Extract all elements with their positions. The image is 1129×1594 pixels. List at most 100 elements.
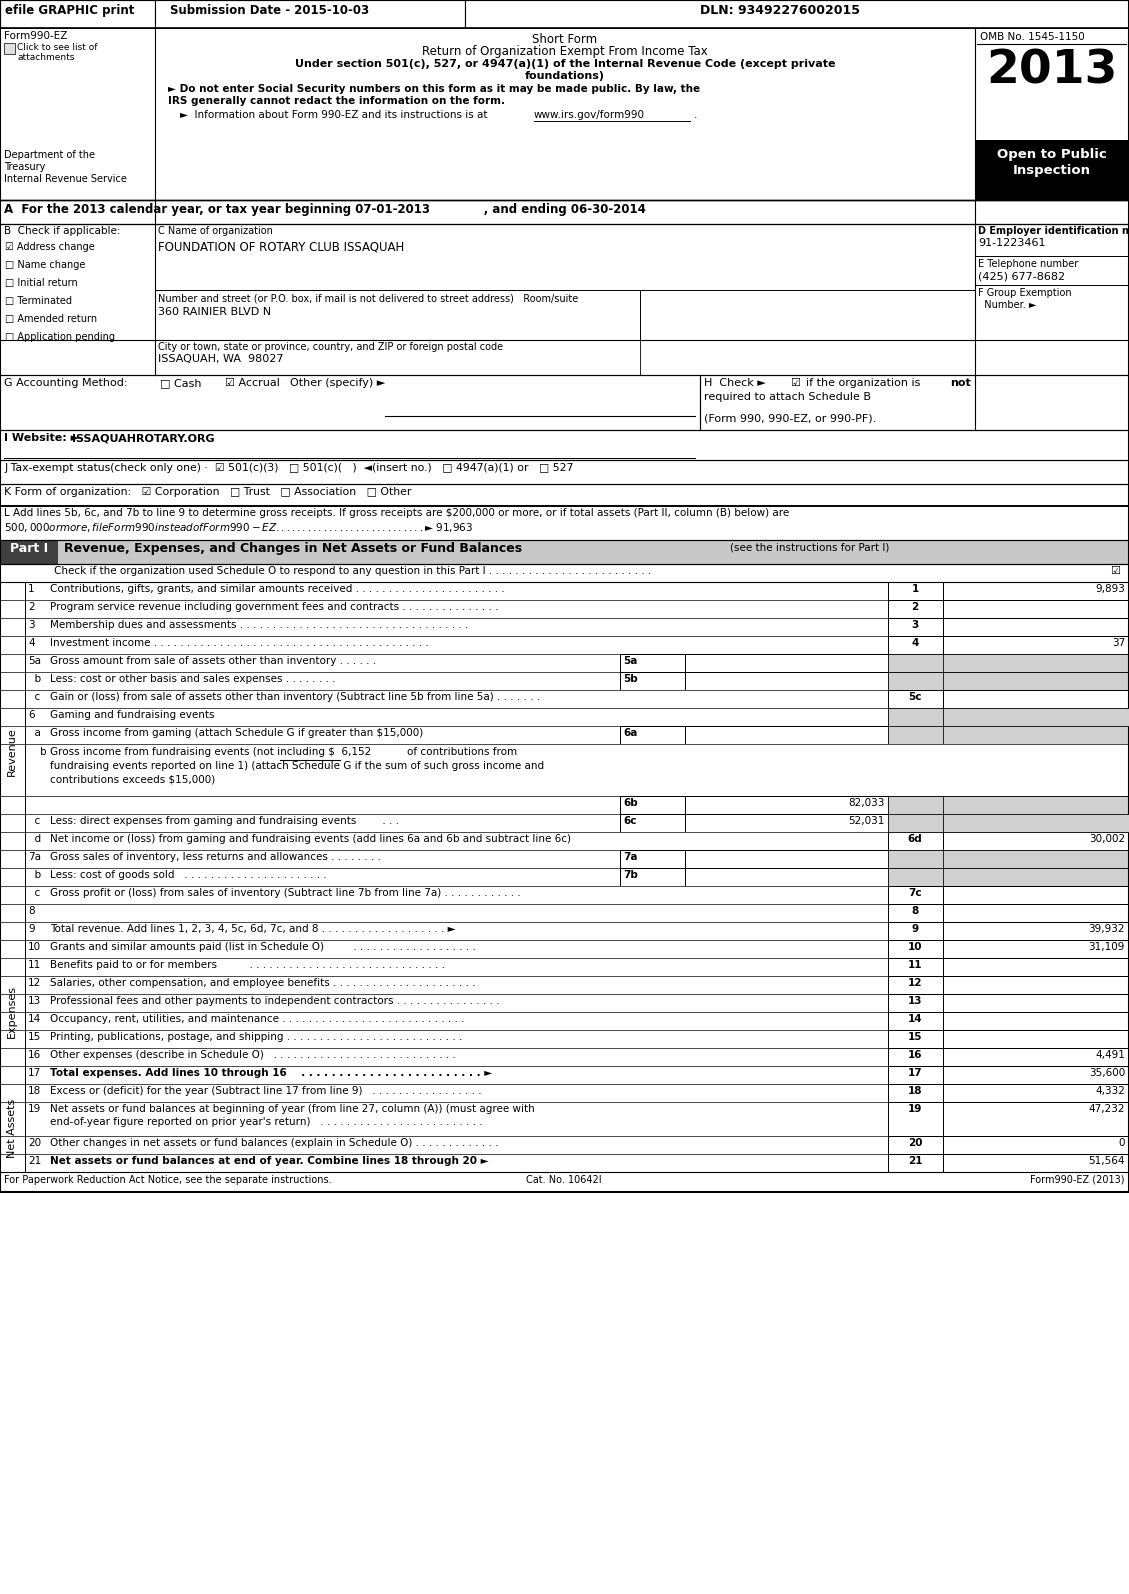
Bar: [620, 850, 685, 869]
Text: contributions exceeds $15,000): contributions exceeds $15,000): [50, 775, 216, 784]
Text: 12: 12: [28, 979, 42, 988]
Bar: [889, 599, 943, 618]
Text: Short Form: Short Form: [533, 33, 597, 46]
Text: Gross sales of inventory, less returns and allowances . . . . . . . .: Gross sales of inventory, less returns a…: [50, 853, 380, 862]
Bar: [889, 673, 943, 690]
Bar: [620, 869, 685, 886]
Text: Net assets or fund balances at beginning of year (from line 27, column (A)) (mus: Net assets or fund balances at beginning…: [50, 1105, 535, 1114]
Text: 20: 20: [908, 1138, 922, 1148]
Bar: [975, 29, 1129, 199]
Bar: [700, 375, 1129, 430]
Text: OMB No. 1545-1150: OMB No. 1545-1150: [980, 32, 1085, 41]
Text: Less: cost of goods sold   . . . . . . . . . . . . . . . . . . . . . .: Less: cost of goods sold . . . . . . . .…: [50, 870, 326, 880]
Bar: [889, 1012, 943, 1030]
Bar: [943, 958, 1129, 976]
Bar: [0, 340, 975, 375]
Text: 17: 17: [908, 1068, 922, 1078]
Text: J Tax-exempt status​(check only one) ·  ☑ 501(c)(3)   □ 501(c)(   )  ◄(insert no: J Tax-exempt status​(check only one) · ☑…: [5, 462, 574, 473]
Text: a: a: [28, 728, 41, 738]
Text: www.irs.gov/form990: www.irs.gov/form990: [534, 110, 645, 120]
Bar: [943, 795, 1129, 815]
Bar: [975, 225, 1129, 340]
Bar: [0, 815, 1129, 832]
Text: Benefits paid to or for members          . . . . . . . . . . . . . . . . . . . .: Benefits paid to or for members . . . . …: [50, 960, 445, 971]
Text: Gaming and fundraising events: Gaming and fundraising events: [50, 709, 215, 720]
Bar: [943, 1012, 1129, 1030]
Bar: [889, 995, 943, 1012]
Text: Gross income from fundraising events (not including $  6,152           of contri: Gross income from fundraising events (no…: [50, 748, 517, 757]
Bar: [889, 815, 943, 832]
Text: 6: 6: [28, 709, 35, 720]
Text: Occupancy, rent, utilities, and maintenance . . . . . . . . . . . . . . . . . . : Occupancy, rent, utilities, and maintena…: [50, 1014, 464, 1023]
Bar: [0, 708, 1129, 725]
Text: c: c: [28, 888, 41, 897]
Bar: [0, 1066, 1129, 1084]
Bar: [0, 199, 1129, 225]
Text: IRS generally cannot redact the information on the form.: IRS generally cannot redact the informat…: [168, 96, 505, 105]
Bar: [943, 1030, 1129, 1047]
Text: Investment income . . . . . . . . . . . . . . . . . . . . . . . . . . . . . . . : Investment income . . . . . . . . . . . …: [50, 638, 429, 649]
Text: □ Amended return: □ Amended return: [5, 314, 97, 324]
Bar: [889, 1066, 943, 1084]
Bar: [943, 1137, 1129, 1154]
Bar: [943, 995, 1129, 1012]
Text: 19: 19: [908, 1105, 922, 1114]
Text: b: b: [40, 748, 46, 757]
Text: 31,109: 31,109: [1088, 942, 1124, 952]
Text: efile GRAPHIC print: efile GRAPHIC print: [5, 5, 134, 18]
Text: Internal Revenue Service: Internal Revenue Service: [5, 174, 126, 183]
Bar: [889, 654, 943, 673]
Bar: [943, 1101, 1129, 1137]
Text: 16: 16: [908, 1050, 922, 1060]
Text: b: b: [28, 674, 41, 684]
Text: 6a: 6a: [623, 728, 638, 738]
Text: Other expenses (describe in Schedule O)   . . . . . . . . . . . . . . . . . . . : Other expenses (describe in Schedule O) …: [50, 1050, 456, 1060]
Text: required to attach Schedule B: required to attach Schedule B: [704, 392, 870, 402]
Text: 39,932: 39,932: [1088, 925, 1124, 934]
Text: if the organization is: if the organization is: [806, 378, 920, 387]
Text: Open to Public: Open to Public: [997, 148, 1106, 161]
Text: □ Cash: □ Cash: [160, 378, 201, 387]
Text: Grants and similar amounts paid (list in Schedule O)         . . . . . . . . . .: Grants and similar amounts paid (list in…: [50, 942, 476, 952]
Text: Gross profit or (loss) from sales of inventory (Subtract line 7b from line 7a) .: Gross profit or (loss) from sales of inv…: [50, 888, 520, 897]
Bar: [889, 708, 943, 725]
Text: c: c: [28, 816, 41, 826]
Text: Inspection: Inspection: [1013, 164, 1091, 177]
Text: Other changes in net assets or fund balances (explain in Schedule O) . . . . . .: Other changes in net assets or fund bala…: [50, 1138, 499, 1148]
Text: Membership dues and assessments . . . . . . . . . . . . . . . . . . . . . . . . : Membership dues and assessments . . . . …: [50, 620, 469, 630]
Text: 18: 18: [28, 1086, 42, 1097]
Text: 2013: 2013: [987, 48, 1118, 92]
Bar: [943, 708, 1129, 725]
Text: 14: 14: [28, 1014, 42, 1023]
Text: □ Terminated: □ Terminated: [5, 296, 72, 306]
Bar: [0, 958, 1129, 976]
Text: 14: 14: [908, 1014, 922, 1023]
Bar: [0, 225, 155, 340]
Bar: [943, 582, 1129, 599]
Text: Return of Organization Exempt From Income Tax: Return of Organization Exempt From Incom…: [422, 45, 708, 57]
Bar: [943, 690, 1129, 708]
Bar: [620, 654, 685, 673]
Text: Gross income from gaming (attach Schedule G if greater than $15,000): Gross income from gaming (attach Schedul…: [50, 728, 423, 738]
Bar: [0, 1101, 1129, 1137]
Text: ►  Information about Form 990-EZ and its instructions is at: ► Information about Form 990-EZ and its …: [180, 110, 491, 120]
Text: ☑: ☑: [790, 378, 800, 387]
Bar: [0, 618, 1129, 636]
Text: Submission Date - 2015-10-03: Submission Date - 2015-10-03: [170, 5, 369, 18]
Text: 15: 15: [28, 1031, 42, 1042]
Text: Department of the: Department of the: [5, 150, 95, 159]
Text: Number. ►: Number. ►: [978, 300, 1036, 309]
Text: ► Do not enter Social Security numbers on this form as it may be made public. By: ► Do not enter Social Security numbers o…: [168, 84, 700, 94]
Bar: [889, 904, 943, 921]
Bar: [0, 636, 1129, 654]
Bar: [0, 725, 1129, 744]
Text: $500,000 or more, file Form 990 instead of Form 990-EZ . . . . . . . . . . . . .: $500,000 or more, file Form 990 instead …: [5, 521, 473, 534]
Bar: [943, 725, 1129, 744]
Text: For Paperwork Reduction Act Notice, see the separate instructions.: For Paperwork Reduction Act Notice, see …: [5, 1175, 332, 1184]
Text: Form990-EZ: Form990-EZ: [5, 30, 68, 41]
Bar: [889, 1030, 943, 1047]
Text: Professional fees and other payments to independent contractors . . . . . . . . : Professional fees and other payments to …: [50, 996, 499, 1006]
Text: 7a: 7a: [623, 853, 638, 862]
Bar: [0, 904, 1129, 921]
Text: D Employer identification number: D Employer identification number: [978, 226, 1129, 236]
